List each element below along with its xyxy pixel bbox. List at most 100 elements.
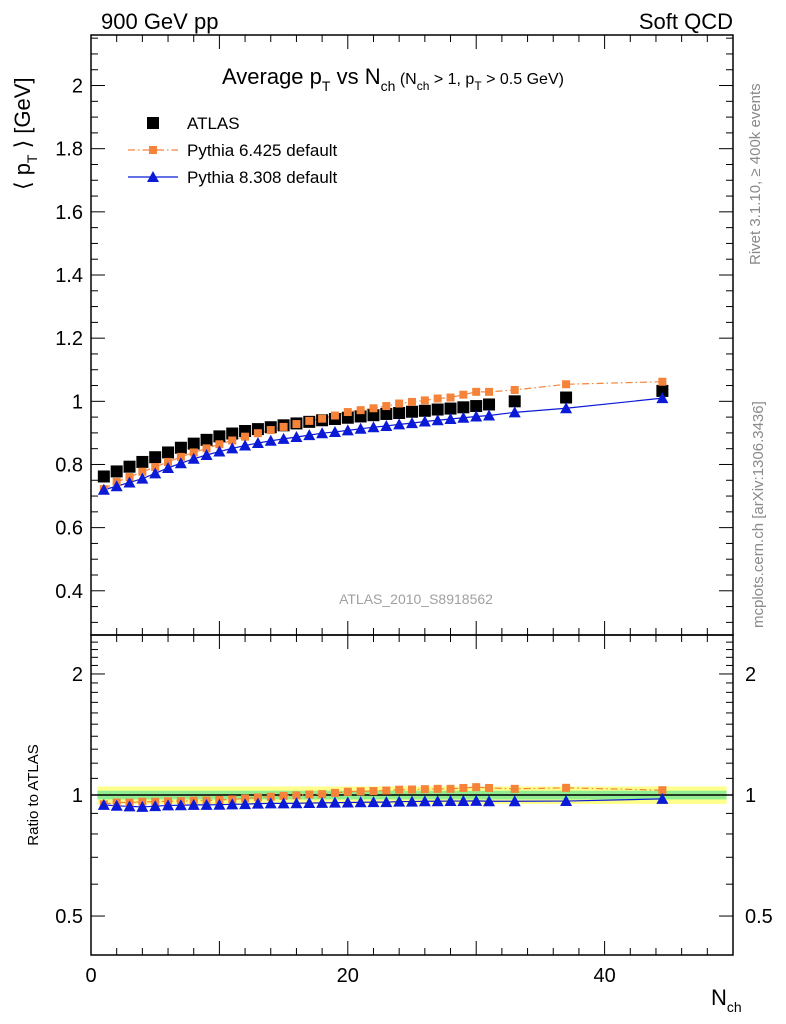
data-point-pythia6 bbox=[433, 394, 442, 403]
data-point-atlas bbox=[251, 423, 264, 436]
ratio-point-pythia8 bbox=[251, 797, 264, 809]
chart-title-sub: ch bbox=[381, 78, 396, 94]
chart-title-part: Average p bbox=[222, 64, 322, 89]
data-point-atlas bbox=[431, 403, 444, 416]
ratio-panel: 0.5 0.51 12 20 20 40 Ratio to ATLAS Nch bbox=[25, 634, 773, 1015]
data-point-pythia6 bbox=[356, 406, 365, 415]
ratio-point-pythia8 bbox=[470, 794, 483, 806]
data-point-pythia8 bbox=[354, 422, 367, 434]
data-point-pythia6 bbox=[420, 396, 429, 405]
data-point-atlas bbox=[406, 405, 418, 418]
ratio-point-pythia6 bbox=[305, 790, 314, 799]
data-point-pythia6 bbox=[241, 432, 250, 441]
legend-entry-pythia6: Pythia 6.425 default bbox=[128, 141, 338, 160]
ratio-point-pythia8 bbox=[200, 798, 213, 810]
ratio-point-pythia6 bbox=[433, 784, 442, 793]
ratio-point-pythia8 bbox=[110, 799, 123, 811]
header-left-label: 900 GeV pp bbox=[101, 9, 218, 34]
data-point-atlas bbox=[149, 451, 162, 464]
ratio-point-pythia8 bbox=[508, 795, 521, 807]
series-line-pythia6 bbox=[103, 381, 663, 490]
data-point-pythia8 bbox=[213, 445, 226, 457]
data-point-atlas bbox=[174, 441, 187, 454]
ratio-point-pythia8 bbox=[483, 795, 496, 807]
chart-title: Average pT vs Nch (Nch > 1, pT > 0.5 GeV… bbox=[222, 64, 564, 94]
ratio-point-pythia8 bbox=[406, 795, 418, 807]
ratio-point-pythia8 bbox=[328, 796, 341, 808]
x-tick-label: 0 bbox=[85, 965, 96, 987]
ratio-point-pythia8 bbox=[239, 798, 252, 810]
y-tick-label: 2 bbox=[72, 76, 83, 98]
data-point-pythia6 bbox=[562, 380, 571, 389]
data-point-pythia8 bbox=[560, 402, 573, 414]
data-point-pythia8 bbox=[123, 476, 136, 488]
legend-marker-pythia8 bbox=[147, 171, 159, 182]
ratio-line-pythia6 bbox=[103, 786, 663, 805]
ratio-point-pythia8 bbox=[354, 796, 367, 808]
data-point-pythia6 bbox=[305, 416, 314, 425]
data-point-pythia8 bbox=[277, 432, 290, 444]
ratio-point-pythia8 bbox=[149, 800, 162, 812]
ratio-point-pythia8 bbox=[303, 797, 316, 809]
data-point-pythia6 bbox=[176, 452, 185, 461]
legend-label-atlas: ATLAS bbox=[187, 114, 240, 133]
y-tick-label: 1.2 bbox=[55, 328, 83, 350]
ratio-point-pythia8 bbox=[187, 798, 200, 810]
y-axis-label: ⟨ pT ⟩ [GeV] bbox=[10, 77, 40, 190]
data-point-pythia8 bbox=[251, 437, 264, 448]
data-point-pythia8 bbox=[367, 421, 380, 433]
data-point-pythia6 bbox=[202, 444, 211, 453]
analysis-watermark: ATLAS_2010_S8918562 bbox=[339, 591, 493, 607]
ratio-point-pythia6 bbox=[330, 788, 339, 797]
legend-label-pythia6: Pythia 6.425 default bbox=[187, 141, 338, 160]
y-tick-label: 0.6 bbox=[55, 518, 83, 540]
ratio-point-pythia6 bbox=[658, 786, 667, 795]
data-point-pythia8 bbox=[483, 409, 496, 421]
data-point-pythia8 bbox=[264, 434, 277, 446]
legend-marker-atlas bbox=[147, 117, 159, 129]
data-point-pythia8 bbox=[341, 424, 354, 436]
ratio-y-tick-label: 0.5 bbox=[55, 906, 83, 928]
ratio-point-pythia8 bbox=[136, 800, 149, 812]
data-point-pythia8 bbox=[226, 442, 239, 454]
data-point-pythia8 bbox=[187, 452, 200, 464]
ratio-point-pythia8 bbox=[560, 795, 573, 807]
data-point-pythia8 bbox=[149, 467, 162, 479]
ratio-point-pythia6 bbox=[318, 790, 327, 799]
ratio-point-pythia6 bbox=[343, 787, 352, 796]
ratio-point-pythia6 bbox=[369, 787, 378, 796]
ratio-point-pythia8 bbox=[393, 795, 406, 807]
ratio-y-tick-label: 1 bbox=[72, 785, 83, 807]
data-point-atlas bbox=[560, 391, 573, 404]
ratio-ticks: 0.5 0.51 12 20 20 40 bbox=[55, 634, 773, 987]
ratio-point-pythia8 bbox=[418, 795, 431, 807]
ratio-point-pythia8 bbox=[380, 796, 393, 808]
legend-marker-pythia6 bbox=[149, 146, 157, 154]
chart-title-sub: T bbox=[474, 79, 482, 93]
data-point-atlas bbox=[470, 400, 483, 413]
data-point-pythia8 bbox=[162, 461, 175, 473]
data-point-pythia6 bbox=[228, 436, 237, 445]
ratio-panel-frame bbox=[90, 634, 734, 956]
ratio-point-pythia8 bbox=[316, 796, 329, 808]
data-point-pythia6 bbox=[510, 385, 519, 394]
ratio-y-tick-label-right: 0.5 bbox=[745, 906, 773, 928]
data-point-pythia8 bbox=[239, 439, 252, 451]
ratio-y-tick-label-right: 2 bbox=[745, 664, 756, 686]
header-right-label: Soft QCD bbox=[639, 9, 733, 34]
ratio-point-pythia8 bbox=[97, 798, 110, 810]
data-point-pythia8 bbox=[290, 431, 303, 442]
ratio-series bbox=[97, 783, 669, 812]
ratio-point-pythia8 bbox=[290, 797, 303, 809]
ratio-point-pythia6 bbox=[472, 783, 481, 792]
data-point-pythia6 bbox=[215, 440, 224, 449]
ratio-point-pythia6 bbox=[420, 785, 429, 794]
data-point-pythia6 bbox=[253, 429, 262, 438]
ratio-y-tick-label: 2 bbox=[72, 664, 83, 686]
data-point-pythia6 bbox=[292, 420, 301, 429]
data-point-atlas bbox=[457, 401, 470, 414]
main-panel: 0.40.60.811.21.41.61.82 Average pT vs Nc… bbox=[10, 34, 734, 636]
series-line-pythia8 bbox=[103, 397, 663, 491]
ratio-point-pythia6 bbox=[382, 786, 391, 795]
